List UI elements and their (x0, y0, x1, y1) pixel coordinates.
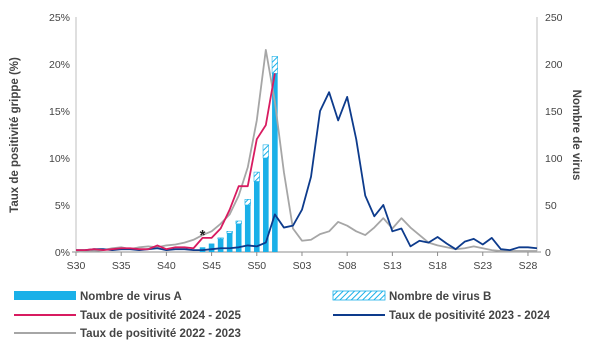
virus-a-bar (272, 73, 278, 253)
x-tick-label: S03 (293, 260, 312, 272)
legend-swatch-virus-b (332, 290, 386, 301)
y-left-tick-label: 15% (49, 106, 70, 118)
legend-label: Nombre de virus B (389, 291, 491, 303)
axes: 0% 5% 10% 15% 20% 25% 0 50 100 150 200 250 S30 S35 S40… (49, 12, 563, 272)
bar-series (199, 56, 278, 253)
virus-b-bar (226, 231, 233, 234)
y-axis-left-title: Taux de positivité grippe (%) (9, 57, 21, 213)
y-right-tick-label: 200 (545, 59, 563, 71)
y-right-tick-label: 150 (545, 106, 563, 118)
positivity-line (76, 73, 276, 252)
legend-swatch-virus-a (14, 291, 76, 300)
y-left-tick-label: 5% (55, 200, 70, 212)
virus-a-bar (217, 238, 224, 252)
virus-a-bar (208, 243, 215, 252)
virus-a-bar (235, 223, 242, 252)
legend-label: Taux de positivité 2024 - 2025 (80, 310, 241, 322)
legend-label: Taux de positivité 2022 - 2023 (80, 328, 241, 340)
positivity-line (75, 49, 537, 253)
y-left-tick-label: 10% (49, 153, 70, 165)
x-tick-label: S45 (202, 260, 221, 272)
legend-label: Nombre de virus A (80, 291, 182, 303)
y-left-tick-label: 20% (49, 59, 70, 71)
x-tick-label: S13 (383, 260, 402, 272)
y-axis-right-title: Nombre de virus (570, 90, 582, 181)
virus-a-bar (226, 233, 233, 252)
positivity-line (76, 91, 538, 252)
annotation-asterisk: * (200, 227, 206, 244)
line-series (75, 49, 538, 253)
virus-b-bar (235, 220, 242, 225)
virus-b-bar (244, 199, 251, 206)
virus-a-bar (253, 181, 260, 252)
x-tick-label: S30 (67, 260, 86, 272)
virus-b-bar (253, 171, 260, 182)
y-right-tick-label: 250 (545, 12, 563, 24)
virus-b-bar (271, 56, 278, 74)
y-right-tick-label: 0 (545, 247, 551, 259)
x-tick-label: S08 (338, 260, 357, 272)
x-tick-label: S23 (473, 260, 492, 272)
y-left-tick-label: 25% (49, 12, 70, 24)
x-tick-label: S35 (112, 260, 131, 272)
virus-b-bar (262, 144, 269, 159)
x-tick-label: S28 (519, 260, 538, 272)
legend-label: Taux de positivité 2023 - 2024 (389, 310, 550, 322)
x-tick-label: S50 (247, 260, 266, 272)
y-right-tick-label: 100 (545, 153, 563, 165)
x-tick-label: S18 (428, 260, 447, 272)
y-right-tick-label: 50 (545, 200, 557, 212)
virus-b-bar (217, 237, 224, 240)
legend: Nombre de virus A Nombre de virus B Taux d… (14, 290, 550, 340)
virus-a-bar (244, 205, 251, 252)
y-left-tick-label: 0% (55, 247, 70, 259)
virus-a-bar (263, 158, 269, 252)
x-tick-label: S40 (157, 260, 176, 272)
